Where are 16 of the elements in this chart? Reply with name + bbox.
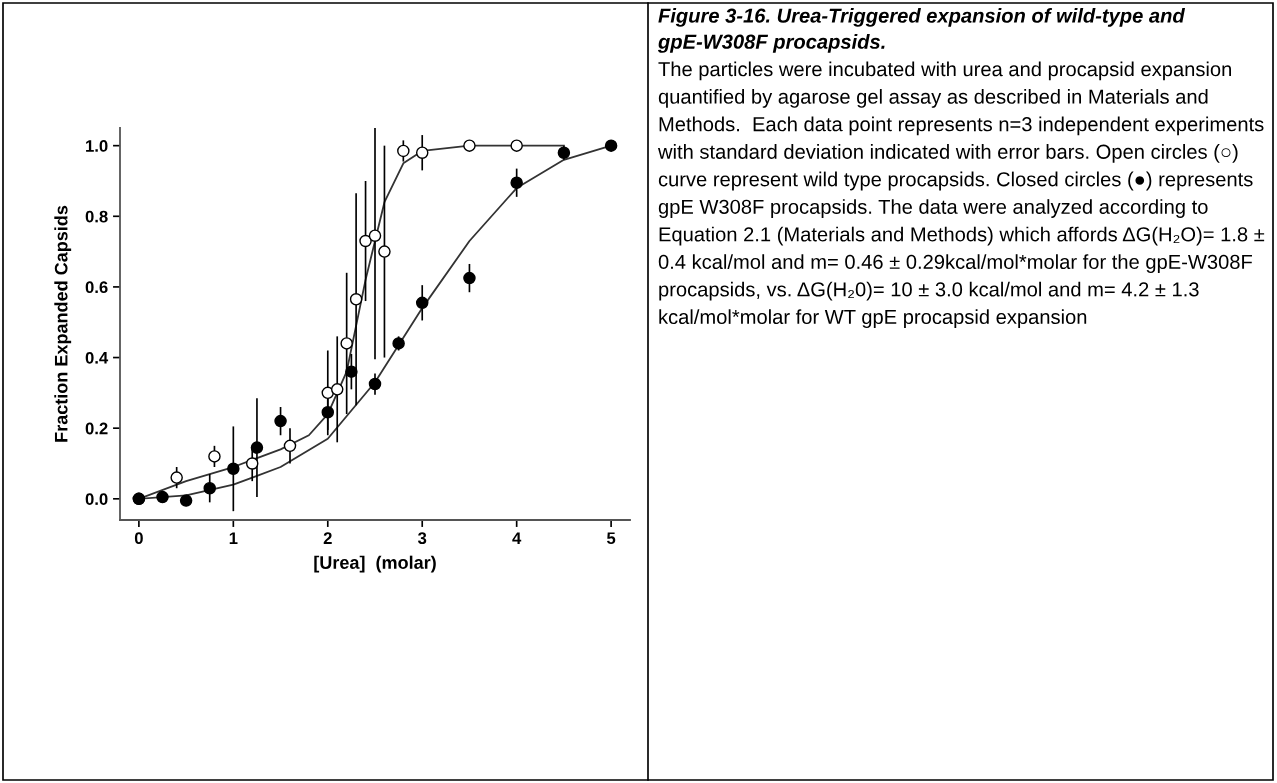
y-tick-label: 0.0 [85, 493, 108, 506]
text: The particles were incubated with urea and procapsid expansion quantified by agarose gel assay as described in Materials and Methods. Each data point represents n=3 independent experiments with standard deviation indicated with error bars. Open circles (○) curve represent wild type procapsids. Closed circles (●) represents gpE W308F procapsids. The data were analyzed according to Equation 2.1 (Materials and Methods) which affords ΔG(H₂O)= 1.8 ± 0.4 kcal/mol and m= 0.46 ± 0.29kcal/mol*molar for the gpE-W308F procapsids, vs. ΔG(H₂0)= 10 ± 3.0 kcal/mol and m= 4.2 ± 1.3 kcal/mol*molar for WT gpE procapsid expansion [657, 61, 1265, 329]
x-axis-title: [Urea] (molar) [314, 555, 436, 573]
x-tick-label: 0 [134, 532, 143, 545]
y-tick-label: 1.0 [86, 140, 108, 152]
y-axis-title: Fraction Expanded Capsids [54, 205, 72, 442]
x-tick-label: 3 [417, 532, 427, 545]
x-tick-label: 1 [229, 532, 238, 544]
y-tick-label: 0.6 [85, 281, 108, 294]
x-tick-label: 2 [323, 532, 332, 544]
x-tick-label: 4 [512, 532, 522, 544]
caption: Figure 3-16. Urea-Triggered expansion of wild-type and gpE-W308F procapsids. [657, 8, 1186, 53]
y-tick-label: 0.4 [85, 351, 109, 364]
x-tick-label: 5 [606, 532, 616, 545]
y-tick-label: 0.2 [85, 422, 108, 435]
y-tick-label: 0.8 [85, 210, 108, 223]
